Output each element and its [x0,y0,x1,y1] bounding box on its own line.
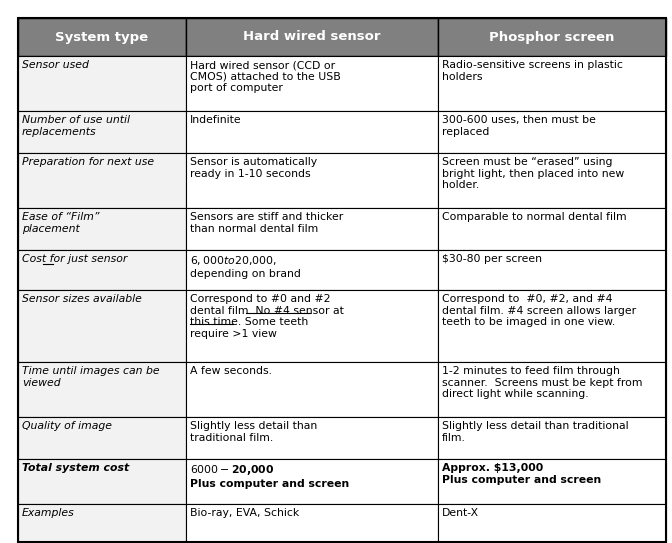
Text: 300-600 uses, then must be
replaced: 300-600 uses, then must be replaced [442,115,596,137]
Text: System type: System type [55,30,149,43]
Text: Preparation for next use: Preparation for next use [22,157,154,167]
Text: Dent-X: Dent-X [442,508,479,518]
Bar [18,504,186,542]
Text: Correspond to #0 and #2
dental film. No #4 sensor at
this time. Some teeth
requi: Correspond to #0 and #2 dental film. No … [190,294,344,339]
Bar [18,362,186,417]
Text: $30-80 per screen: $30-80 per screen [442,254,542,264]
Bar [186,111,438,153]
Bar [438,290,666,362]
Bar [438,111,666,153]
Bar [186,504,438,542]
Text: Sensor is automatically
ready in 1-10 seconds: Sensor is automatically ready in 1-10 se… [190,157,317,179]
Text: Number of use until
replacements: Number of use until replacements [22,115,130,137]
Bar [186,56,438,111]
Text: A few seconds.: A few seconds. [190,366,272,376]
Text: Phosphor screen: Phosphor screen [489,30,615,43]
Text: Total system cost: Total system cost [22,463,129,473]
Bar [18,111,186,153]
Text: Bio-ray, EVA, Schick: Bio-ray, EVA, Schick [190,508,299,518]
Text: Screen must be “erased” using
bright light, then placed into new
holder.: Screen must be “erased” using bright lig… [442,157,624,190]
Bar [186,208,438,250]
Text: Ease of “Film”
placement: Ease of “Film” placement [22,212,99,233]
Bar [18,153,186,208]
Text: Radio-sensitive screens in plastic
holders: Radio-sensitive screens in plastic holde… [442,60,623,81]
Text: Comparable to normal dental film: Comparable to normal dental film [442,212,626,222]
Bar [186,459,438,504]
Bar [186,417,438,459]
Text: Cost for just sensor: Cost for just sensor [22,254,128,264]
Text: Hard wired sensor (CCD or
CMOS) attached to the USB
port of computer: Hard wired sensor (CCD or CMOS) attached… [190,60,341,93]
Bar [438,250,666,290]
Text: Examples: Examples [22,508,75,518]
Bar [18,56,186,111]
Bar [186,250,438,290]
Bar [18,417,186,459]
Bar [438,362,666,417]
Text: Time until images can be
viewed: Time until images can be viewed [22,366,160,388]
Bar [438,56,666,111]
Bar [438,504,666,542]
Bar [438,208,666,250]
Text: Sensor used: Sensor used [22,60,89,70]
Text: Sensor sizes available: Sensor sizes available [22,294,142,304]
Bar [18,290,186,362]
Bar [438,417,666,459]
Text: 1-2 minutes to feed film through
scanner.  Screens must be kept from
direct ligh: 1-2 minutes to feed film through scanner… [442,366,642,399]
Text: Slightly less detail than traditional
film.: Slightly less detail than traditional fi… [442,421,628,443]
Text: Approx. $13,000
Plus computer and screen: Approx. $13,000 Plus computer and screen [442,463,601,484]
Text: Sensors are stiff and thicker
than normal dental film: Sensors are stiff and thicker than norma… [190,212,343,233]
Bar [186,153,438,208]
Bar [186,18,438,56]
Bar [18,18,186,56]
Bar [18,459,186,504]
Text: Quality of image: Quality of image [22,421,112,431]
Bar [186,290,438,362]
Bar [438,18,666,56]
Bar [438,459,666,504]
Text: Hard wired sensor: Hard wired sensor [243,30,381,43]
Text: Slightly less detail than
traditional film.: Slightly less detail than traditional fi… [190,421,317,443]
Text: $6,000 to $20,000,
depending on brand: $6,000 to $20,000, depending on brand [190,254,301,279]
Bar [438,153,666,208]
Bar [18,250,186,290]
Text: Correspond to  #0, #2, and #4
dental film. #4 screen allows larger
teeth to be i: Correspond to #0, #2, and #4 dental film… [442,294,636,327]
Text: Indefinite: Indefinite [190,115,242,125]
Bar [186,362,438,417]
Bar [18,208,186,250]
Text: $6000-$20,000
Plus computer and screen: $6000-$20,000 Plus computer and screen [190,463,349,489]
